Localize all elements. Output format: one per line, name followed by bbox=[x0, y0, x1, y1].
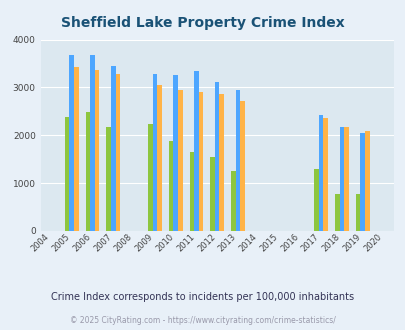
Bar bbox=[198, 92, 203, 231]
Text: © 2025 CityRating.com - https://www.cityrating.com/crime-statistics/: © 2025 CityRating.com - https://www.city… bbox=[70, 315, 335, 325]
Bar bbox=[313, 169, 318, 231]
Text: Sheffield Lake Property Crime Index: Sheffield Lake Property Crime Index bbox=[61, 16, 344, 30]
Bar bbox=[240, 101, 244, 231]
Bar bbox=[111, 66, 115, 231]
Bar bbox=[230, 171, 235, 231]
Text: Crime Index corresponds to incidents per 100,000 inhabitants: Crime Index corresponds to incidents per… bbox=[51, 292, 354, 302]
Bar bbox=[74, 67, 79, 231]
Bar bbox=[148, 124, 152, 231]
Bar bbox=[69, 55, 74, 231]
Bar bbox=[318, 115, 323, 231]
Bar bbox=[115, 74, 120, 231]
Bar bbox=[210, 157, 214, 231]
Bar bbox=[106, 127, 111, 231]
Bar bbox=[339, 127, 343, 231]
Bar bbox=[152, 74, 157, 231]
Bar bbox=[194, 71, 198, 231]
Bar bbox=[360, 133, 364, 231]
Bar bbox=[65, 117, 69, 231]
Bar bbox=[323, 117, 327, 231]
Bar bbox=[334, 194, 339, 231]
Bar bbox=[214, 82, 219, 231]
Bar bbox=[219, 94, 224, 231]
Bar bbox=[168, 141, 173, 231]
Bar bbox=[95, 70, 99, 231]
Bar bbox=[189, 152, 194, 231]
Bar bbox=[235, 90, 240, 231]
Bar bbox=[85, 112, 90, 231]
Bar bbox=[343, 127, 348, 231]
Bar bbox=[355, 194, 360, 231]
Bar bbox=[90, 55, 95, 231]
Bar bbox=[173, 75, 177, 231]
Bar bbox=[157, 85, 161, 231]
Bar bbox=[177, 90, 182, 231]
Bar bbox=[364, 130, 369, 231]
